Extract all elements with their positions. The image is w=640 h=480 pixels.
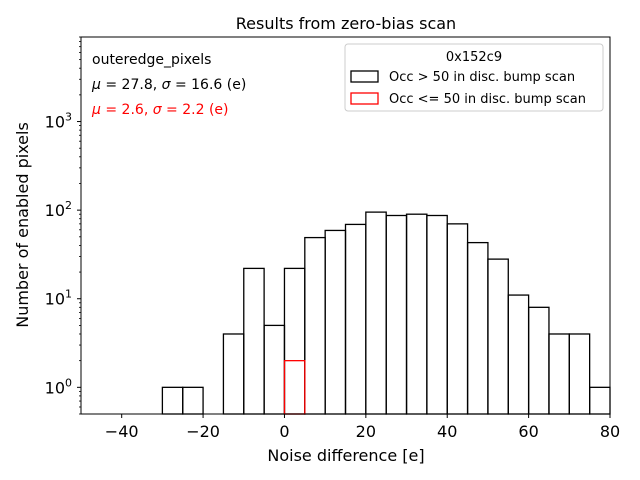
legend-swatch [350,92,379,105]
histogram-bar [589,386,611,415]
histogram-bar [466,241,489,415]
histogram-bar [263,324,286,415]
y-tick-label: 103 [45,111,72,132]
x-axis-label: Noise difference [e] [267,446,424,465]
histogram-bar [283,267,306,415]
legend-swatch [350,70,379,83]
histogram-bar [344,223,367,415]
histogram-bar [161,386,184,415]
stats-annotations: outeredge_pixels μ = 27.8, σ = 16.6 (e) μ … [91,52,246,118]
histogram-bar [446,223,469,415]
legend-box [344,43,604,112]
histogram-bar [182,386,204,415]
histogram-bar [385,214,408,415]
plot-frame [80,36,611,415]
x-tick-label: 40 [437,422,457,441]
axis-ticks: −40 −20 0 20 40 60 80 100 101 102 103 [45,36,620,441]
x-tick-label: −40 [105,422,139,441]
histogram-bars [161,211,611,415]
x-tick-label: 60 [518,422,538,441]
histogram-bar [507,294,530,415]
histogram-bar [324,229,347,415]
histogram-bar [222,333,245,415]
x-tick-label: 20 [356,422,376,441]
legend-entries: Occ > 50 in disc. bump scan Occ <= 50 in … [350,70,586,107]
chart-title: Results from zero-bias scan [236,14,456,33]
x-tick-label: 0 [279,422,289,441]
histogram-bar [243,267,265,415]
legend-label: Occ > 50 in disc. bump scan [389,70,575,85]
y-tick-label: 101 [45,288,72,309]
stats-annotation: μ = 27.8, σ = 16.6 (e) [91,77,246,93]
y-tick-label: 102 [45,199,72,220]
legend: 0x152c9 Occ > 50 in disc. bump scan Occ <… [344,43,604,112]
histogram-bar [405,213,428,415]
x-tick-label: 80 [600,422,620,441]
histogram-bar [568,333,591,415]
legend-label: Occ <= 50 in disc. bump scan [389,92,586,107]
histogram-bar [487,258,509,415]
x-tick-label: −20 [186,422,220,441]
histogram-bar [283,360,306,415]
y-axis-label: Number of enabled pixels [13,122,32,328]
legend-title: 0x152c9 [446,50,502,65]
histogram-bar [365,211,387,415]
stats-annotation: outeredge_pixels [92,52,211,68]
histogram-bar [426,214,448,415]
y-tick-label: 100 [45,376,72,397]
histogram-bar [304,236,326,415]
histogram-bar [548,333,570,415]
histogram-bar [527,306,550,415]
stats-annotation: μ = 2.6, σ = 2.2 (e) [91,102,228,118]
